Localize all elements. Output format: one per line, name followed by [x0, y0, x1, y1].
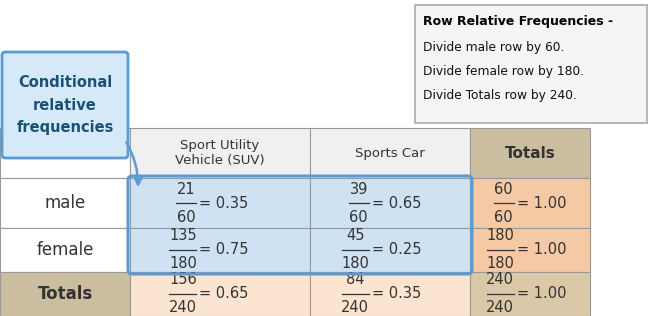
Bar [130, 128, 310, 178]
Text: 60: 60 [494, 181, 513, 197]
Bar [310, 272, 470, 316]
Text: 240: 240 [486, 301, 514, 315]
Text: 240: 240 [486, 272, 514, 288]
Text: male: male [44, 194, 86, 212]
Bar [130, 178, 310, 228]
FancyBboxPatch shape [415, 5, 647, 123]
Text: 60: 60 [177, 210, 196, 224]
Text: 180: 180 [169, 257, 197, 271]
Text: 39: 39 [350, 181, 368, 197]
Bar [0, 128, 130, 178]
Bar [0, 228, 130, 272]
Text: = 0.35: = 0.35 [372, 287, 421, 301]
Bar [470, 272, 590, 316]
Text: Divide Totals row by 240.: Divide Totals row by 240. [423, 88, 577, 101]
Text: female: female [37, 241, 94, 259]
Bar [310, 178, 470, 228]
Bar [470, 128, 590, 178]
Text: Conditional
relative
frequencies: Conditional relative frequencies [16, 75, 114, 135]
Text: 21: 21 [177, 181, 196, 197]
Text: 180: 180 [486, 257, 514, 271]
Bar [0, 272, 130, 316]
Text: = 0.75: = 0.75 [199, 242, 249, 258]
Text: 45: 45 [346, 228, 364, 244]
FancyArrowPatch shape [126, 143, 141, 185]
Text: = 1.00: = 1.00 [517, 196, 566, 210]
Text: 84: 84 [346, 272, 364, 288]
Bar [130, 228, 310, 272]
Bar [0, 178, 130, 228]
Text: = 0.35: = 0.35 [199, 196, 249, 210]
Text: 240: 240 [341, 301, 370, 315]
Text: Divide female row by 180.: Divide female row by 180. [423, 64, 584, 77]
Bar [130, 272, 310, 316]
Text: 240: 240 [169, 301, 197, 315]
Text: 180: 180 [341, 257, 370, 271]
Text: = 0.25: = 0.25 [372, 242, 421, 258]
Bar [470, 178, 590, 228]
Text: 180: 180 [486, 228, 514, 244]
Text: Sport Utility
Vehicle (SUV): Sport Utility Vehicle (SUV) [175, 139, 265, 167]
Bar [310, 128, 470, 178]
Bar [310, 228, 470, 272]
Text: 60: 60 [494, 210, 513, 224]
FancyBboxPatch shape [2, 52, 128, 158]
Text: 156: 156 [169, 272, 197, 288]
Text: = 1.00: = 1.00 [517, 287, 566, 301]
Text: Divide male row by 60.: Divide male row by 60. [423, 40, 564, 53]
Text: Sports Car: Sports Car [355, 147, 425, 160]
Text: Totals: Totals [37, 285, 93, 303]
Text: 60: 60 [349, 210, 368, 224]
Bar [470, 228, 590, 272]
Text: 135: 135 [169, 228, 197, 244]
Text: Totals: Totals [505, 145, 555, 161]
Text: Row Relative Frequencies -: Row Relative Frequencies - [423, 15, 613, 28]
Text: = 1.00: = 1.00 [517, 242, 566, 258]
Text: = 0.65: = 0.65 [199, 287, 249, 301]
Text: = 0.65: = 0.65 [372, 196, 421, 210]
